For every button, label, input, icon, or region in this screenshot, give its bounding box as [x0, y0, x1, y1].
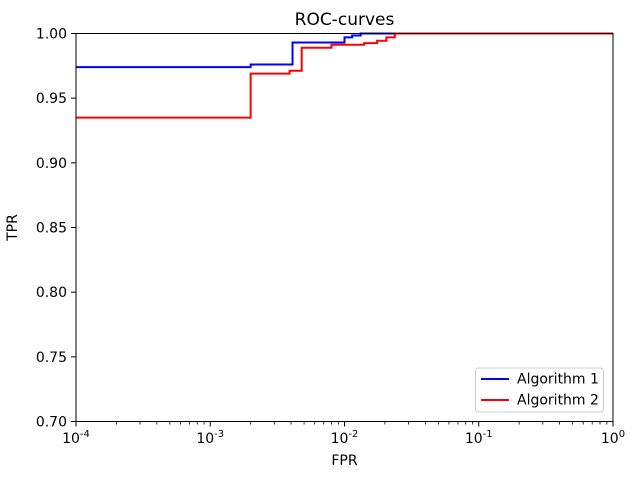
legend: Algorithm 1 Algorithm 2: [475, 367, 604, 413]
y-tick-label: 0.85: [36, 221, 67, 237]
x-tick-label: 10-4: [62, 429, 90, 447]
y-tick-label: 0.95: [36, 91, 67, 107]
y-tick-label: 1.00: [36, 27, 67, 43]
x-tick-label: 10-2: [331, 429, 359, 447]
y-tick-label: 0.80: [36, 285, 67, 301]
chart-title: ROC-curves: [295, 10, 395, 30]
legend-label-algorithm-2: Algorithm 2: [517, 393, 599, 409]
axis-ticks: 10-4 10-3 10-2 10-1 100 0.70 0.75 0.80 0.85 0.90 0…: [36, 27, 625, 448]
x-tick-label: 100: [601, 429, 625, 447]
y-tick-label: 0.75: [36, 350, 67, 366]
series-lines: [76, 32, 613, 119]
series-line-algorithm-2: [76, 32, 613, 119]
x-axis-label: FPR: [331, 453, 357, 469]
legend-label-algorithm-1: Algorithm 1: [517, 372, 599, 388]
y-tick-label: 0.90: [36, 156, 67, 172]
series-line-algorithm-1: [76, 32, 613, 69]
y-tick-label: 0.70: [36, 415, 67, 431]
plot-area-border: [75, 33, 614, 422]
x-tick-label: 10-3: [196, 429, 224, 447]
y-axis-label: TPR: [5, 214, 21, 242]
x-tick-label: 10-1: [465, 429, 493, 447]
